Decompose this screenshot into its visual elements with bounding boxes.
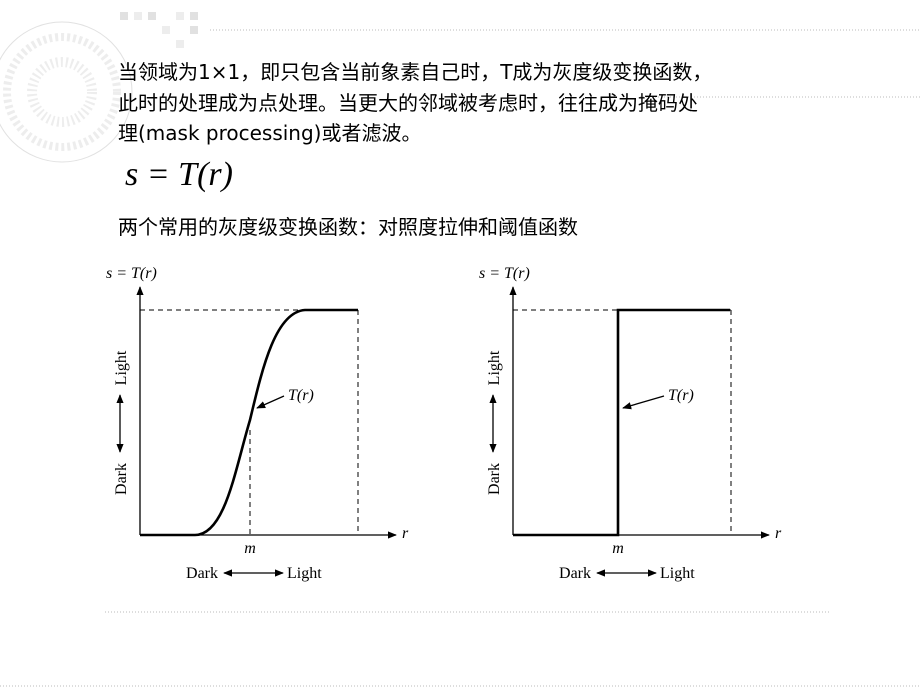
x-axis-label: r	[775, 525, 782, 542]
x-light: Light	[660, 565, 695, 582]
x-marker: m	[244, 540, 256, 557]
y-dark: Dark	[486, 463, 503, 495]
y-light: Light	[113, 350, 130, 385]
stretch-curve	[140, 308, 358, 537]
figure: s = T(r) Light Dark T(r) r m Dark Light	[106, 265, 409, 582]
curve-pointer	[622, 395, 665, 410]
curve-label: T(r)	[668, 387, 694, 404]
subtitle: 两个常用的灰度级变换函数：对照度拉伸和阈值函数	[118, 215, 578, 239]
y-light: Light	[486, 350, 503, 385]
x-axis-label: r	[402, 525, 409, 542]
formula: s = T(r)	[125, 156, 233, 193]
x-marker: m	[612, 540, 624, 557]
curve-pointer	[256, 395, 285, 409]
threshold-curve	[513, 308, 730, 537]
x-light: Light	[287, 565, 322, 582]
paragraph-line: 当领域为1×1，即只包含当前象素自己时，T成为灰度级变换函数，	[118, 60, 712, 84]
x-dark: Dark	[186, 565, 218, 582]
y-axis-label: s = T(r)	[479, 265, 530, 282]
decoration	[0, 12, 198, 163]
y-axis-label: s = T(r)	[106, 265, 157, 282]
paragraph-line: 此时的处理成为点处理。当更大的邻域被考虑时，往往成为掩码处	[118, 91, 698, 115]
curve-label: T(r)	[288, 387, 314, 404]
figure: s = T(r) Light Dark T(r) r m Dark Light	[479, 265, 782, 582]
paragraph-line: 理(mask processing)或者滤波。	[118, 121, 422, 145]
y-dark: Dark	[113, 463, 130, 495]
x-dark: Dark	[559, 565, 591, 582]
